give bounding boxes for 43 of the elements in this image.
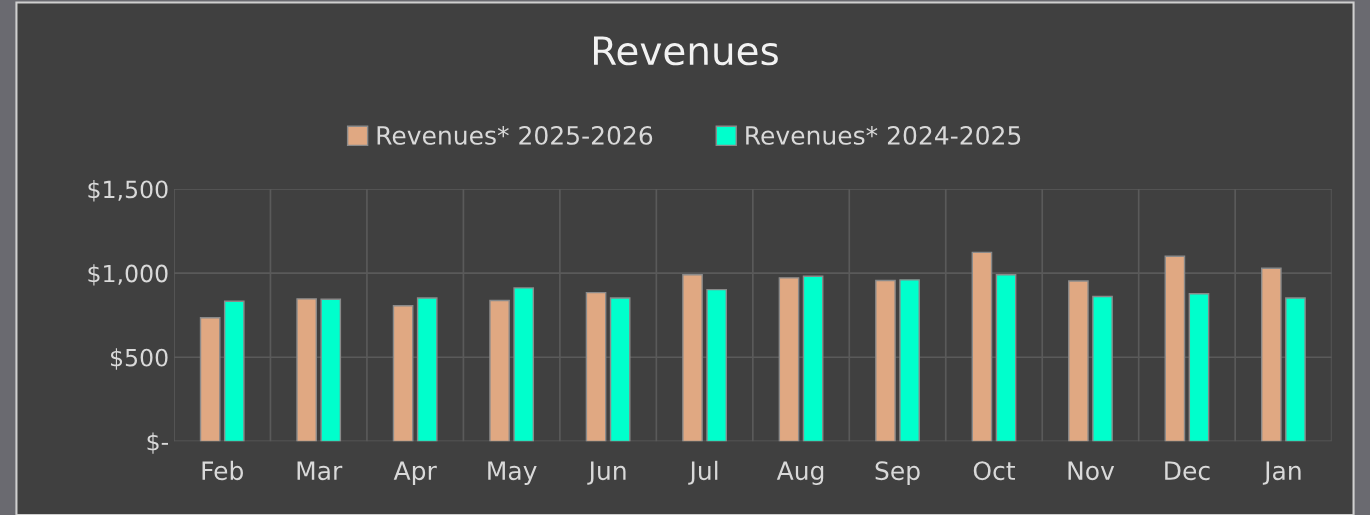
x-tick-label: Jun xyxy=(587,461,626,485)
x-tick-label: Feb xyxy=(202,460,243,481)
x-tick-label: Nov xyxy=(1068,461,1115,481)
y-tick-label: $- xyxy=(147,432,168,454)
x-tick-label: Oct xyxy=(973,461,1015,481)
bar xyxy=(1188,293,1210,442)
x-tick-label: Apr xyxy=(393,461,437,485)
bar xyxy=(392,305,414,442)
bar xyxy=(899,279,920,442)
bar xyxy=(416,297,438,442)
bar xyxy=(875,279,896,442)
y-tick-label: $1,000 xyxy=(88,264,168,286)
bar xyxy=(513,287,535,442)
legend-label: Revenues* 2024-2025 xyxy=(746,125,1021,145)
bar xyxy=(1068,280,1089,442)
bar xyxy=(802,275,824,442)
bar xyxy=(585,291,607,442)
bar xyxy=(1164,255,1186,442)
bar xyxy=(1261,267,1282,442)
bar xyxy=(223,300,245,442)
bar xyxy=(1285,297,1306,442)
legend-label: Revenues* 2025-2026 xyxy=(377,125,653,145)
bar xyxy=(320,298,342,442)
y-tick-label: $500 xyxy=(111,348,168,370)
x-tick-label: May xyxy=(488,461,537,485)
bar xyxy=(199,317,221,442)
bar xyxy=(489,299,510,442)
x-tick-label: Mar xyxy=(297,461,343,481)
bar xyxy=(296,298,317,442)
bar xyxy=(1092,295,1113,442)
x-tick-label: Dec xyxy=(1165,461,1210,481)
chart-title: Revenues xyxy=(594,36,778,66)
x-tick-label: Jan xyxy=(1262,461,1301,485)
bar xyxy=(778,277,800,442)
bar xyxy=(971,251,993,442)
x-tick-label: Jul xyxy=(688,460,718,485)
bar xyxy=(609,297,631,442)
x-tick-label: Sep xyxy=(875,461,920,485)
x-tick-label: Aug xyxy=(776,461,824,485)
y-tick-label: $1,500 xyxy=(88,180,168,202)
bar xyxy=(682,274,703,442)
bar xyxy=(706,288,727,442)
bar xyxy=(995,274,1017,442)
